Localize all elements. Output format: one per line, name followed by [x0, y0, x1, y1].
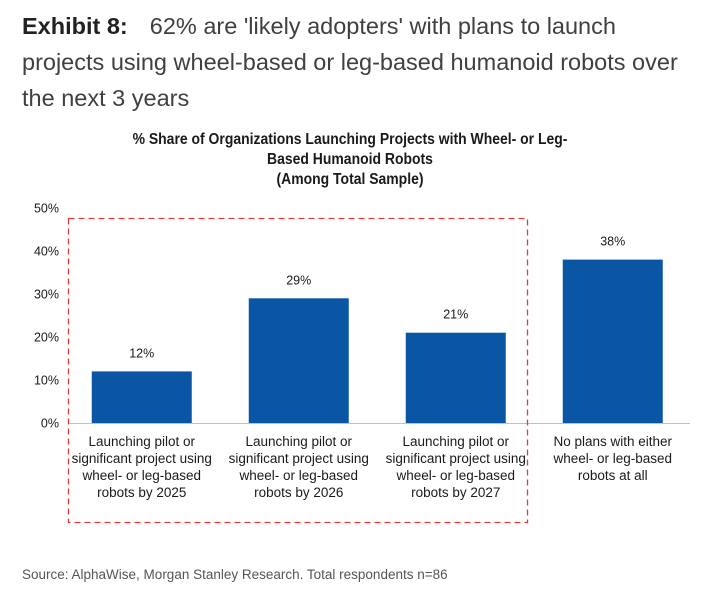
exhibit-label: Exhibit 8: — [22, 13, 128, 39]
y-tick-label: 20% — [34, 331, 59, 345]
x-tick-label: Launching pilot or — [88, 434, 195, 449]
x-tick-label: Launching pilot or — [245, 434, 352, 449]
likely-adopters-dashed-box — [67, 217, 529, 524]
y-tick-label: 30% — [34, 288, 59, 302]
bar — [562, 259, 663, 423]
chart-title-line: Based Humanoid Robots — [267, 151, 433, 168]
x-axis-labels: Launching pilot or significant project us… — [72, 434, 673, 500]
chart-title: % Share of Organizations Launching Proje… — [116, 130, 584, 190]
y-tick-label: 50% — [34, 202, 59, 216]
x-tick-label: No plans with either — [553, 434, 672, 449]
bar — [91, 371, 192, 423]
x-tick-label: robots by 2027 — [411, 485, 500, 500]
chart-title-line: (Among Total Sample) — [276, 171, 424, 188]
x-tick-label: wheel- or leg-based — [552, 451, 672, 466]
y-axis: 0% 10% 20% 30% 40% 50% — [34, 202, 59, 431]
bars — [91, 259, 663, 423]
x-tick-label: robots by 2025 — [97, 485, 186, 500]
data-label: 29% — [286, 273, 311, 287]
bar — [248, 298, 349, 423]
x-tick-label: robots by 2026 — [254, 485, 343, 500]
y-tick-label: 0% — [41, 417, 59, 431]
bar — [405, 332, 506, 423]
data-label: 21% — [443, 308, 468, 322]
chart-title-line: % Share of Organizations Launching Proje… — [132, 131, 568, 148]
x-tick-label: wheel- or leg-based — [238, 468, 358, 483]
x-tick-label: wheel- or leg-based — [81, 468, 201, 483]
x-tick-label: Launching pilot or — [402, 434, 509, 449]
y-tick-label: 40% — [34, 245, 59, 259]
x-tick-label: significant project using — [72, 451, 212, 466]
exhibit-headline: Exhibit 8: 62% are 'likely adopters' with… — [22, 8, 702, 116]
x-tick-label: significant project using — [386, 451, 526, 466]
x-tick-label: robots at all — [578, 468, 648, 483]
x-tick-label: significant project using — [229, 451, 369, 466]
data-labels: 12% 29% 21% 38% — [129, 235, 625, 361]
exhibit-headline-text: 62% are 'likely adopters' with plans to … — [22, 13, 678, 111]
data-label: 38% — [600, 235, 625, 249]
y-tick-label: 10% — [34, 374, 59, 388]
source-note: Source: AlphaWise, Morgan Stanley Resear… — [22, 567, 448, 582]
data-label: 12% — [129, 346, 154, 360]
x-tick-label: wheel- or leg-based — [395, 468, 515, 483]
